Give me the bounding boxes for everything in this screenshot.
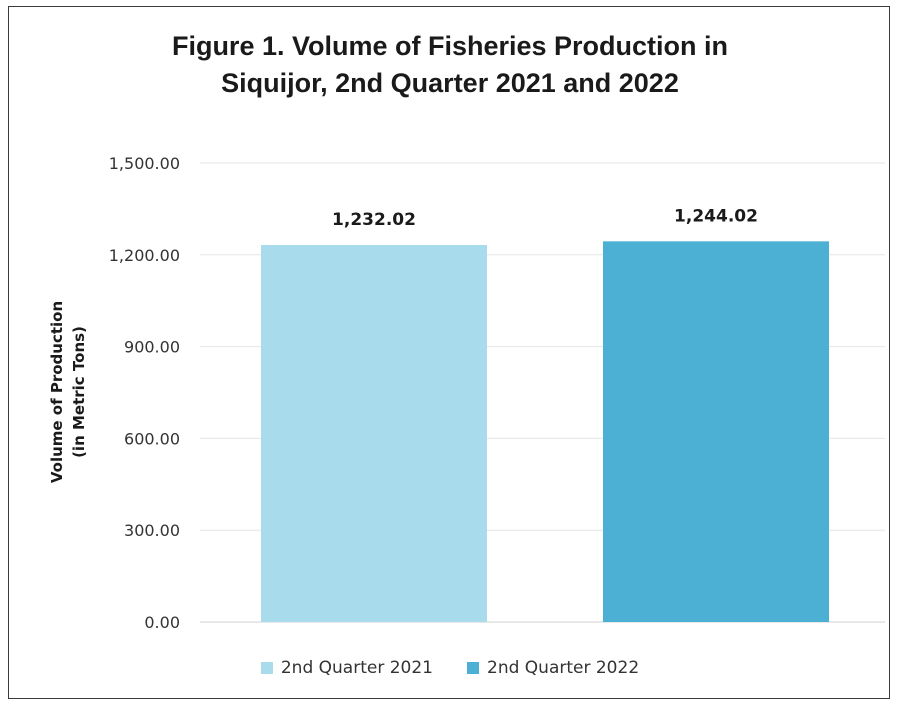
- y-tick-label: 600.00: [124, 429, 180, 448]
- legend-swatch-2021: [260, 662, 273, 674]
- legend-label-2022: 2nd Quarter 2022: [487, 658, 640, 678]
- legend-swatch-2022: [467, 662, 479, 674]
- legend-label-2021: 2nd Quarter 2021: [280, 658, 433, 678]
- y-tick-label: 0.00: [144, 613, 180, 632]
- chart-title-line-2: Siquijor, 2nd Quarter 2021 and 2022: [221, 68, 679, 98]
- data-label: 1,244.02: [674, 206, 758, 226]
- y-axis-title-line: Volume of Production: [48, 301, 66, 483]
- chart-title: Figure 1. Volume of Fisheries Production…: [0, 28, 900, 102]
- y-axis-title: Volume of Production (in Metric Tons): [48, 301, 88, 483]
- chart-title-line-1: Figure 1. Volume of Fisheries Production…: [171, 31, 729, 61]
- bar: [261, 245, 487, 622]
- y-tick-label: 1,500.00: [109, 154, 180, 173]
- y-tick-label: 1,200.00: [109, 246, 180, 265]
- data-label: 1,232.02: [332, 210, 416, 230]
- legend-item-2022: 2nd Quarter 2022: [467, 658, 639, 678]
- y-tick-label: 300.00: [124, 521, 180, 540]
- y-axis-title-line: (in Metric Tons): [70, 326, 88, 458]
- legend: 2nd Quarter 2021 2nd Quarter 2022: [0, 658, 900, 678]
- y-tick-label: 900.00: [124, 338, 180, 357]
- legend-item-2021: 2nd Quarter 2021: [260, 658, 433, 678]
- bar: [603, 241, 829, 622]
